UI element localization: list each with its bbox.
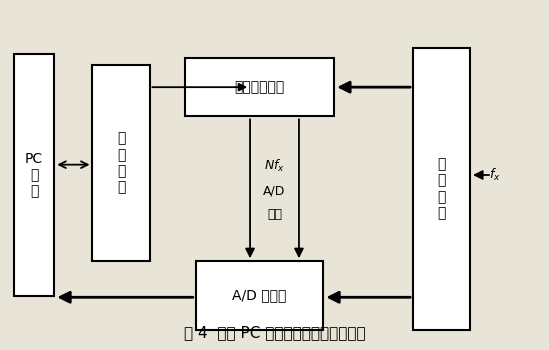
Bar: [14, 55, 54, 295]
Text: 单片机倍频器: 单片机倍频器: [234, 80, 285, 94]
Text: A/D: A/D: [264, 184, 285, 197]
Text: A/D 转换器: A/D 转换器: [232, 288, 287, 302]
Text: 图 4  基于 PC 总线的同步采样系统框图: 图 4 基于 PC 总线的同步采样系统框图: [184, 326, 365, 340]
Text: $f_x$: $f_x$: [489, 167, 501, 183]
Text: 地
址
译
码: 地 址 译 码: [117, 132, 125, 194]
Bar: [195, 261, 323, 330]
Text: $Nf_x$: $Nf_x$: [264, 158, 285, 174]
Bar: [92, 65, 149, 261]
Bar: [413, 48, 470, 330]
Bar: [185, 58, 334, 117]
Text: PC
总
线: PC 总 线: [25, 152, 43, 198]
Text: 整
形
电
路: 整 形 电 路: [438, 158, 446, 220]
Text: 启动: 启动: [267, 208, 282, 221]
